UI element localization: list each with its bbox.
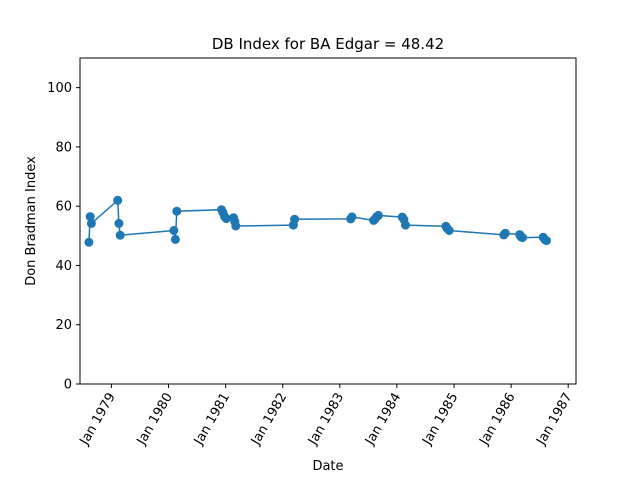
x-tick-label: Jan 1979: [77, 391, 119, 449]
series-layer: [84, 195, 551, 247]
data-point: [231, 221, 241, 231]
y-tick-label: 20: [55, 318, 72, 333]
x-axis: Jan 1979 Jan 1980 Jan 1981 Jan 1982 Jan 1983…: [77, 384, 576, 448]
x-tick-label: Jan 1984: [362, 391, 404, 449]
data-point: [221, 214, 231, 224]
data-point: [444, 226, 454, 235]
data-point: [347, 212, 357, 222]
data-point: [115, 230, 125, 240]
data-point: [170, 234, 180, 244]
x-tick-label: Jan 1980: [134, 391, 176, 449]
data-point: [373, 210, 383, 220]
x-tick-label: Jan 1987: [534, 391, 576, 449]
x-tick-label: Jan 1985: [419, 391, 461, 449]
data-point: [542, 236, 551, 246]
data-point: [85, 212, 95, 222]
chart-title: DB Index for BA Edgar = 48.42: [212, 35, 444, 53]
data-point: [113, 195, 123, 205]
y-axis: 0 20 40 60 80 100: [47, 81, 80, 393]
y-tick-label: 40: [55, 259, 72, 274]
x-axis-title: Date: [312, 459, 343, 474]
x-tick-label: Jan 1983: [305, 391, 347, 449]
data-point: [86, 218, 96, 228]
y-tick-label: 80: [55, 140, 72, 155]
data-point: [290, 214, 300, 224]
y-axis-title: Don Bradman Index: [24, 156, 39, 286]
data-point: [401, 220, 410, 230]
x-tick-label: Jan 1986: [476, 391, 518, 449]
y-tick-label: 100: [47, 81, 72, 96]
x-tick-label: Jan 1982: [248, 391, 290, 449]
y-tick-label: 0: [64, 378, 72, 393]
data-point: [169, 226, 179, 235]
data-point: [500, 228, 510, 238]
plot-area: [80, 58, 576, 384]
data-point: [114, 218, 124, 228]
y-tick-label: 60: [55, 200, 72, 215]
data-point: [84, 237, 94, 247]
x-tick-label: Jan 1981: [191, 391, 233, 449]
plot-frame: [79, 57, 577, 385]
data-point: [172, 206, 182, 216]
data-point: [518, 233, 527, 243]
